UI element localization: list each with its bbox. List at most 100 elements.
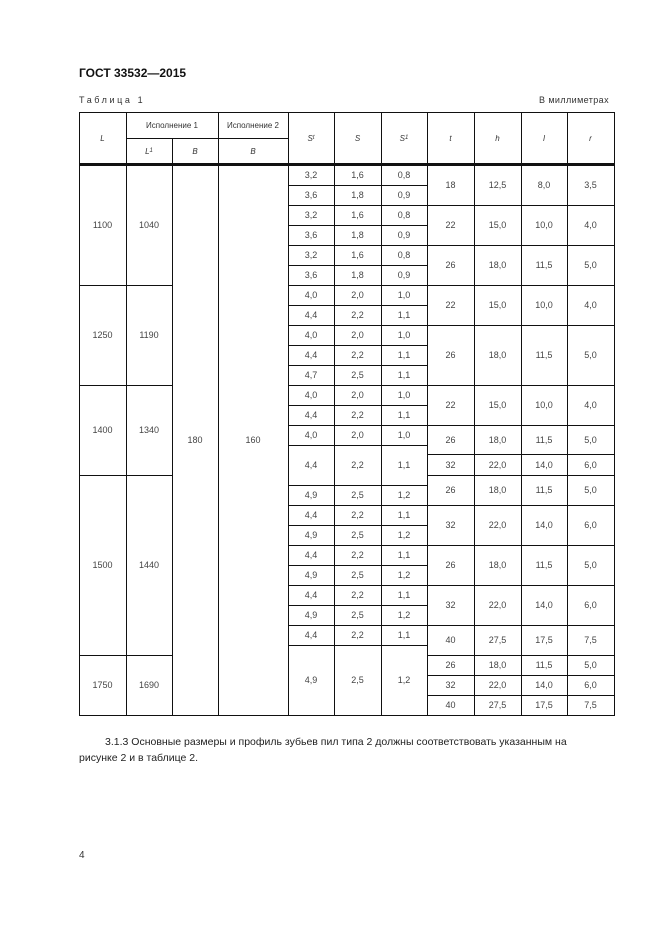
cell-l: 10,0: [520, 384, 568, 426]
cell-S: 2,2: [333, 544, 382, 566]
cell-l: 11,5: [520, 544, 568, 586]
header-St-sub: t: [312, 135, 315, 141]
cell-S1: 1,2: [380, 524, 428, 546]
document-title: ГОСТ 33532—2015: [79, 66, 187, 80]
cell-S: 1,8: [333, 264, 382, 286]
cell-r: 5,0: [566, 424, 615, 455]
cell-S1: 1,1: [380, 444, 428, 486]
cell-t: 26: [426, 544, 475, 586]
cell-L1: 1190: [125, 284, 173, 386]
cell-L: 1500: [78, 474, 127, 656]
cell-St: 4,4: [287, 544, 335, 566]
cell-t: 26: [426, 324, 475, 386]
cell-St: 4,0: [287, 324, 335, 346]
cell-t: 40: [426, 694, 475, 716]
cell-l: 8,0: [520, 164, 568, 206]
cell-h: 22,0: [473, 453, 522, 476]
cell-L: 1400: [78, 384, 127, 476]
cell-St: 4,0: [287, 424, 335, 446]
cell-S: 2,5: [333, 644, 382, 716]
cell-St: 4,4: [287, 304, 335, 326]
cell-h: 18,0: [473, 324, 522, 386]
paragraph-line-1: 3.1.3 Основные размеры и профиль зубьев …: [105, 736, 567, 748]
paragraph-line-2: рисунке 2 и в таблице 2.: [79, 752, 198, 764]
header-S1-sub: 1: [405, 135, 409, 141]
cell-S: 2,2: [333, 344, 382, 366]
cell-S1: 1,1: [380, 344, 428, 366]
cell-r: 4,0: [566, 204, 615, 246]
cell-r: 7,5: [566, 624, 615, 656]
cell-S: 1,6: [333, 164, 382, 186]
header-St-text: S: [307, 133, 313, 143]
cell-l: 11,5: [520, 474, 568, 506]
cell-S: 2,5: [333, 564, 382, 586]
cell-S1: 0,8: [380, 164, 428, 186]
cell-S1: 0,9: [380, 224, 428, 246]
cell-L: 1750: [78, 654, 127, 716]
header-h: h: [473, 111, 522, 165]
cell-r: 4,0: [566, 284, 615, 326]
cell-St: 3,2: [287, 204, 335, 226]
cell-St: 3,6: [287, 264, 335, 286]
cell-r: 5,0: [566, 244, 615, 286]
cell-S: 2,2: [333, 584, 382, 606]
cell-r: 5,0: [566, 544, 615, 586]
cell-h: 12,5: [473, 164, 522, 206]
cell-l: 14,0: [520, 504, 568, 546]
cell-S: 2,0: [333, 324, 382, 346]
cell-l: 14,0: [520, 453, 568, 476]
cell-St: 4,4: [287, 504, 335, 526]
cell-S1: 1,1: [380, 624, 428, 646]
cell-S: 2,5: [333, 484, 382, 506]
header-S: S: [333, 111, 382, 165]
cell-h: 15,0: [473, 284, 522, 326]
cell-St: 4,9: [287, 524, 335, 546]
header-divider: [79, 163, 614, 165]
cell-L: 1250: [78, 284, 127, 386]
cell-L: 1100: [78, 164, 127, 286]
cell-r: 5,0: [566, 474, 615, 506]
cell-S1: 1,1: [380, 584, 428, 606]
cell-St: 4,9: [287, 604, 335, 626]
cell-S1: 1,2: [380, 484, 428, 506]
cell-l: 11,5: [520, 324, 568, 386]
cell-t: 22: [426, 284, 475, 326]
cell-r: 6,0: [566, 504, 615, 546]
cell-St: 4,0: [287, 384, 335, 406]
cell-t: 32: [426, 504, 475, 546]
header-L: L: [78, 111, 127, 165]
cell-St: 4,9: [287, 484, 335, 506]
cell-L1: 1040: [125, 164, 173, 286]
cell-S: 2,0: [333, 284, 382, 306]
cell-St: 4,4: [287, 444, 335, 486]
cell-h: 18,0: [473, 244, 522, 286]
header-isp1: Исполнение 1: [125, 111, 219, 139]
header-S1-text: S: [399, 133, 405, 143]
cell-S1: 1,0: [380, 424, 428, 446]
cell-t: 26: [426, 474, 475, 506]
cell-h: 15,0: [473, 204, 522, 246]
cell-r: 3,5: [566, 164, 615, 206]
cell-S1: 1,2: [380, 604, 428, 626]
cell-r: 7,5: [566, 694, 615, 716]
cell-S1: 1,0: [380, 324, 428, 346]
cell-S: 2,2: [333, 404, 382, 426]
cell-h: 18,0: [473, 544, 522, 586]
header-L1-text: L: [145, 146, 150, 156]
cell-r: 6,0: [566, 584, 615, 626]
cell-S1: 1,0: [380, 284, 428, 306]
cell-S: 1,6: [333, 244, 382, 266]
header-isp2: Исполнение 2: [217, 111, 289, 139]
cell-St: 3,2: [287, 164, 335, 186]
cell-St: 3,2: [287, 244, 335, 266]
cell-S: 2,2: [333, 624, 382, 646]
cell-l: 14,0: [520, 674, 568, 696]
page-number: 4: [79, 850, 85, 861]
cell-St: 4,4: [287, 584, 335, 606]
header-B1: B: [171, 137, 219, 165]
cell-l: 11,5: [520, 654, 568, 676]
cell-h: 18,0: [473, 474, 522, 506]
cell-h: 15,0: [473, 384, 522, 426]
